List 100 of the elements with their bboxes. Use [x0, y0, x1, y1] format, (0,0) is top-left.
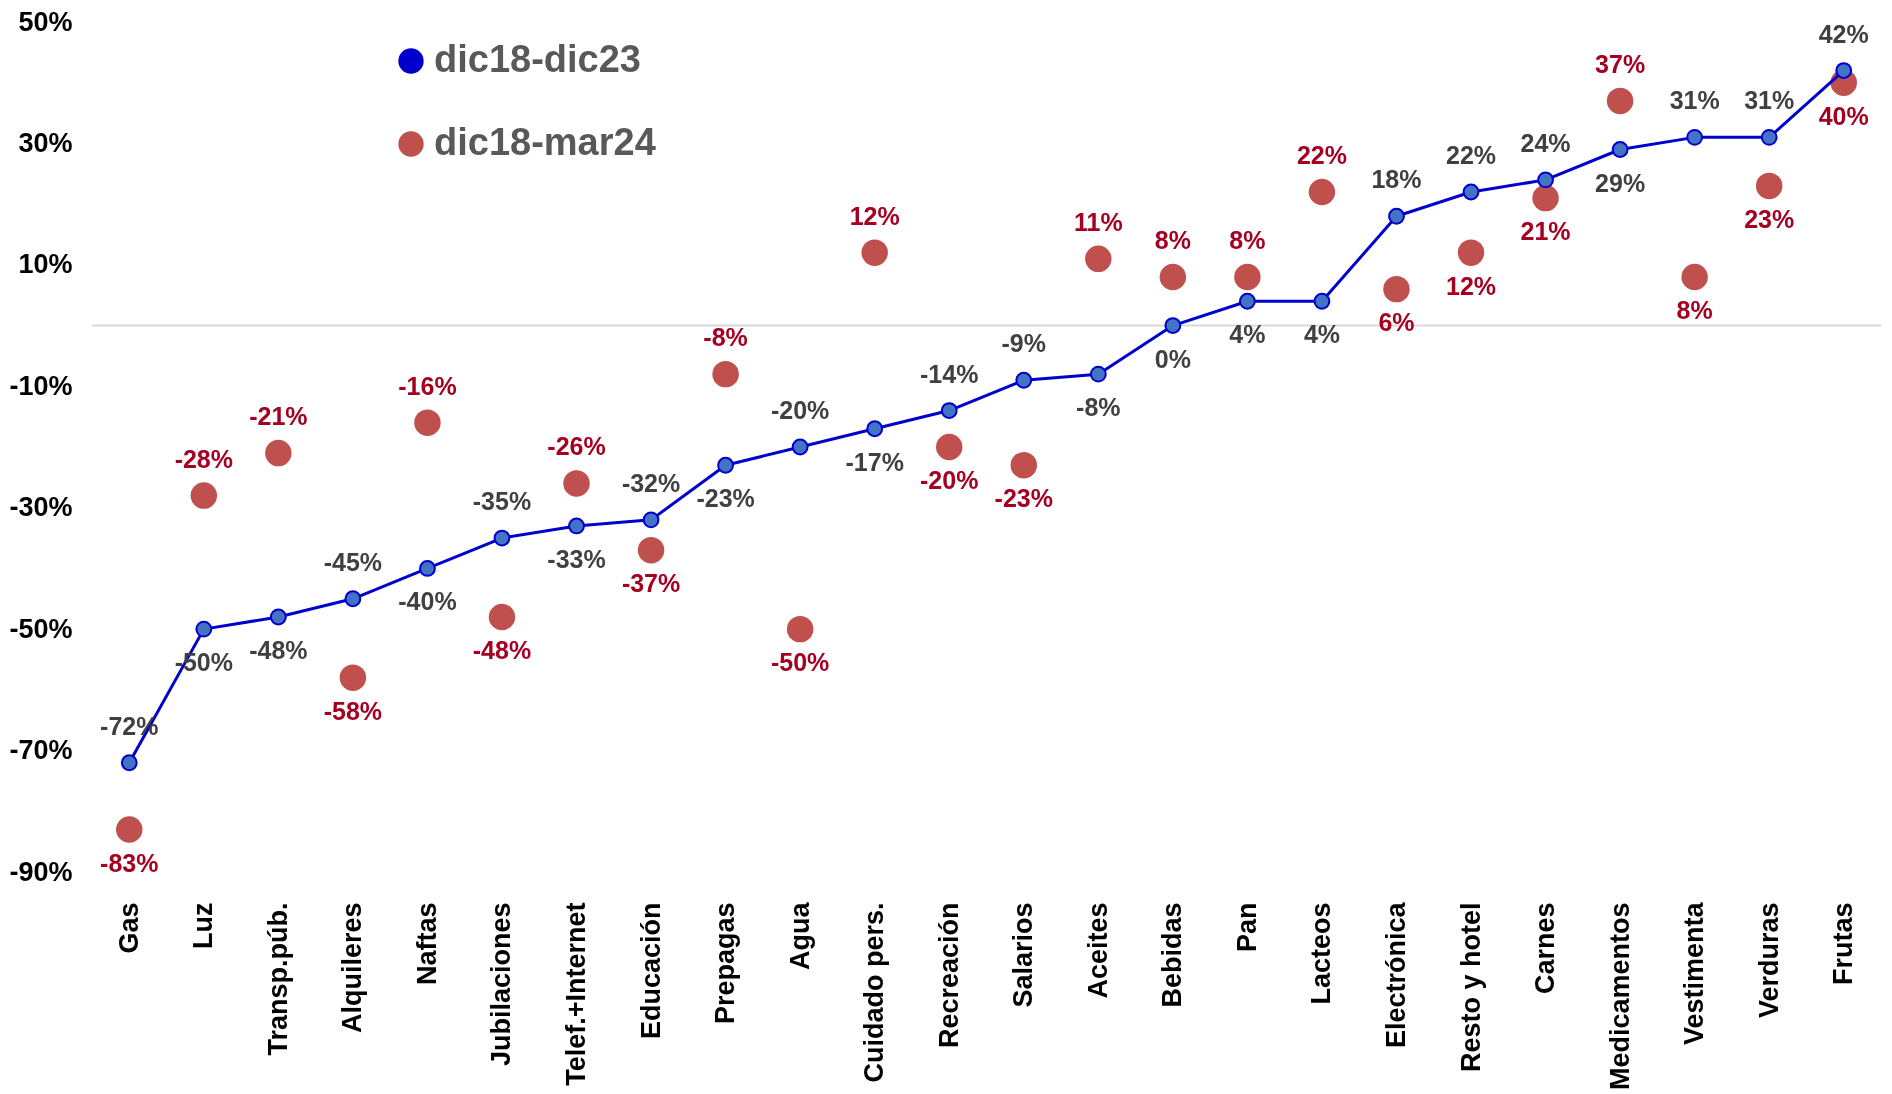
data-label: 24% — [1520, 128, 1571, 157]
point — [1681, 263, 1708, 291]
x-tick-label: Vestimenta — [1679, 901, 1710, 1046]
data-label: 4% — [1229, 320, 1266, 349]
point — [1755, 172, 1783, 200]
legend-label: dic18-dic23 — [434, 38, 641, 80]
data-label: 6% — [1378, 308, 1415, 337]
x-tick-label: Cuidado pers. — [859, 902, 890, 1083]
point — [637, 537, 665, 564]
point — [791, 438, 809, 456]
data-label: -8% — [703, 323, 748, 352]
y-tick-label: 30% — [18, 127, 73, 158]
point — [1611, 141, 1629, 158]
point — [344, 590, 362, 608]
data-label: -20% — [920, 466, 979, 494]
y-tick-label: 50% — [18, 6, 73, 37]
data-label: -21% — [249, 402, 308, 431]
data-label: 12% — [1446, 271, 1497, 300]
x-tick-label: Aceites — [1082, 902, 1113, 999]
point — [1537, 171, 1554, 189]
x-tick-label: Prepagas — [710, 902, 741, 1025]
x-tick-label: Agua — [784, 901, 815, 970]
data-label: -16% — [398, 371, 457, 400]
data-label: 42% — [1818, 19, 1869, 48]
point — [861, 239, 888, 266]
point — [712, 360, 739, 388]
point — [866, 420, 884, 438]
x-tick-label: Luz — [188, 902, 219, 949]
data-label: 12% — [849, 201, 900, 230]
data-label: -17% — [845, 447, 904, 476]
data-label: 37% — [1595, 49, 1646, 78]
point — [1238, 292, 1256, 310]
y-tick-label: -10% — [9, 370, 73, 401]
x-tick-label: Frutas — [1828, 902, 1859, 986]
data-label: 40% — [1818, 101, 1869, 130]
x-tick-label: Pan — [1231, 902, 1262, 953]
point — [1089, 365, 1107, 383]
x-tick-label: Lacteos — [1306, 902, 1337, 1005]
data-label: -14% — [920, 359, 979, 388]
y-tick-label: 10% — [18, 249, 73, 280]
point — [269, 608, 287, 626]
point — [1010, 452, 1037, 479]
data-label: 31% — [1669, 86, 1720, 115]
data-label: 23% — [1744, 204, 1795, 233]
y-tick-label: -30% — [9, 492, 73, 523]
data-label: -50% — [770, 648, 830, 677]
x-tick-label: Alquileres — [337, 902, 368, 1034]
data-label: 18% — [1371, 165, 1422, 194]
point — [1383, 275, 1410, 303]
point — [940, 402, 958, 419]
data-label: 22% — [1446, 141, 1497, 169]
data-label: -35% — [472, 487, 532, 516]
x-tick-label: Medicamentos — [1604, 902, 1635, 1091]
point — [1532, 184, 1559, 212]
point — [1308, 178, 1336, 206]
legend-label: dic18-mar24 — [434, 121, 656, 163]
point — [339, 664, 367, 691]
y-tick-label: -70% — [9, 735, 73, 766]
data-label: -26% — [547, 432, 606, 461]
data-label: -28% — [174, 444, 233, 473]
point — [1234, 263, 1261, 291]
data-label: -20% — [770, 396, 830, 424]
point — [414, 409, 441, 436]
data-label: 21% — [1520, 217, 1571, 246]
x-tick-label: Educación — [635, 902, 666, 1040]
data-label: 29% — [1595, 168, 1646, 197]
point — [1313, 292, 1331, 310]
x-tick-label: Carnes — [1530, 902, 1561, 995]
point — [936, 433, 963, 461]
x-tick-label: Transp.púb. — [262, 902, 293, 1056]
point — [786, 615, 814, 643]
data-label: 31% — [1744, 86, 1795, 115]
data-label: -48% — [472, 636, 532, 664]
data-label: -8% — [1076, 393, 1121, 422]
point — [563, 470, 590, 497]
x-tick-label: Gas — [113, 902, 144, 954]
point — [190, 482, 218, 509]
point — [195, 620, 213, 638]
data-label: -58% — [323, 696, 383, 725]
point — [568, 517, 585, 535]
data-label: 0% — [1154, 344, 1191, 373]
point — [1606, 87, 1634, 115]
data-label: 22% — [1296, 141, 1347, 169]
point — [642, 511, 660, 529]
y-tick-label: -50% — [9, 613, 73, 644]
x-tick-label: Recreación — [933, 902, 964, 1049]
x-tick-label: Jubilaciones — [486, 902, 517, 1067]
point — [116, 816, 143, 843]
x-tick-label: Resto y hotel — [1455, 902, 1486, 1073]
x-tick-label: Salarios — [1008, 902, 1039, 1008]
data-label: -48% — [249, 636, 308, 664]
data-label: 8% — [1229, 226, 1266, 254]
point — [1388, 207, 1405, 225]
data-label: 11% — [1073, 207, 1123, 236]
data-label: -45% — [323, 547, 383, 576]
point — [493, 529, 511, 547]
point — [1686, 128, 1704, 146]
data-label: -23% — [696, 484, 755, 513]
x-tick-label: Telef.+Internet — [561, 902, 592, 1086]
point — [120, 754, 138, 772]
